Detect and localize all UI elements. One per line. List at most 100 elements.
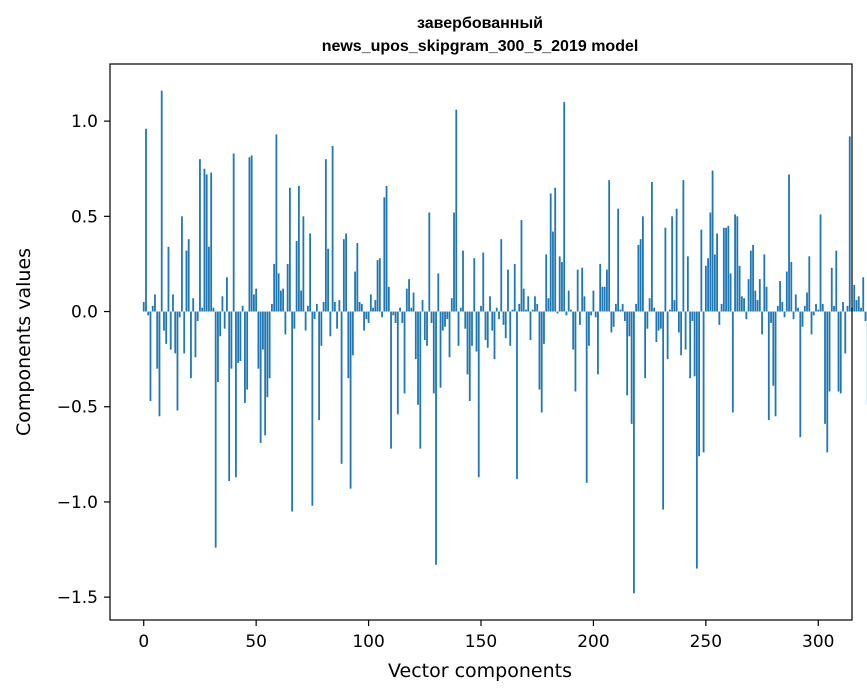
bar-component-248	[700, 229, 703, 312]
bar-component-43	[239, 311, 242, 362]
bar-component-197	[585, 311, 588, 483]
bar-component-98	[363, 311, 365, 331]
bar-component-317	[855, 300, 858, 312]
bar-component-238	[677, 311, 680, 333]
bar-component-243	[689, 311, 692, 379]
bar-component-24	[196, 311, 199, 322]
bar-component-66	[291, 311, 294, 512]
bar-component-206	[606, 269, 608, 312]
bar-component-51	[257, 311, 260, 369]
bar-component-313	[846, 305, 849, 312]
bar-component-242	[686, 256, 689, 312]
bar-component-29	[208, 246, 210, 312]
bar-component-37	[226, 277, 228, 312]
bar-component-255	[716, 233, 718, 312]
bar-component-299	[815, 303, 817, 312]
bar-component-52	[259, 311, 262, 443]
bar-component-73	[306, 305, 309, 312]
bar-component-168	[520, 220, 523, 312]
bar-component-264	[736, 216, 739, 312]
bar-component-47	[248, 157, 251, 312]
bar-component-249	[702, 311, 705, 453]
bar-component-278	[767, 311, 770, 421]
bar-component-120	[412, 292, 415, 312]
bar-component-212	[619, 309, 622, 312]
bar-component-121	[414, 311, 417, 360]
bar-component-187	[563, 102, 566, 312]
bar-component-84	[331, 145, 334, 312]
bar-component-82	[327, 248, 329, 312]
bar-component-282	[776, 305, 779, 312]
bar-component-13	[172, 294, 174, 312]
bar-component-293	[801, 311, 804, 327]
bar-component-159	[500, 239, 503, 312]
bar-component-129	[432, 311, 435, 394]
bar-component-163	[509, 311, 512, 346]
bar-component-220	[637, 244, 640, 312]
bar-component-219	[635, 303, 638, 312]
bar-component-298	[812, 311, 815, 316]
bar-component-76	[313, 311, 316, 320]
bar-component-253	[711, 170, 714, 312]
bar-component-312	[844, 311, 847, 354]
x-tick-label: 250	[690, 632, 722, 652]
bar-component-266	[740, 296, 743, 312]
bar-component-162	[507, 269, 509, 312]
bar-component-200	[592, 290, 595, 312]
bar-component-48	[250, 155, 253, 312]
bar-component-175	[536, 303, 539, 312]
bar-component-102	[372, 307, 374, 312]
bar-component-210	[615, 303, 617, 312]
bar-component-291	[797, 307, 799, 312]
bar-component-311	[842, 302, 844, 312]
bar-component-56	[268, 311, 271, 379]
bar-component-221	[639, 239, 642, 312]
bar-component-41	[235, 311, 237, 478]
bar-component-14	[174, 311, 177, 354]
bar-component-133	[441, 311, 444, 331]
bar-component-166	[516, 311, 518, 480]
bar-component-151	[482, 252, 485, 312]
bar-component-283	[779, 281, 781, 312]
bar-component-32	[214, 311, 217, 548]
bar-component-104	[376, 260, 379, 312]
bar-component-94	[354, 271, 356, 312]
bar-component-233	[666, 311, 669, 360]
x-tick-label: 300	[802, 632, 834, 652]
bar-component-269	[747, 279, 750, 312]
y-tick-label: −1.0	[57, 493, 98, 513]
bar-component-290	[794, 294, 797, 312]
bar-component-124	[421, 300, 424, 312]
bar-component-122	[417, 311, 419, 405]
bar-component-132	[439, 311, 442, 388]
bar-component-152	[484, 311, 487, 341]
bar-component-67	[293, 311, 296, 329]
bar-component-254	[713, 254, 716, 312]
bar-component-198	[588, 311, 590, 346]
bar-component-321	[864, 311, 867, 322]
bar-component-147	[473, 258, 476, 312]
bar-component-294	[803, 305, 806, 312]
bar-component-179	[545, 254, 548, 312]
bar-component-176	[538, 311, 541, 390]
x-axis-label: Vector components	[388, 660, 572, 682]
bar-component-95	[356, 242, 359, 312]
bar-component-30	[210, 172, 213, 312]
bar-component-33	[217, 311, 219, 382]
bar-component-15	[176, 311, 179, 411]
bar-component-305	[828, 311, 831, 392]
bar-component-58	[273, 263, 276, 312]
bar-component-232	[664, 227, 667, 312]
bar-component-257	[720, 303, 723, 312]
bar-component-40	[232, 153, 235, 312]
bar-component-11	[167, 246, 170, 312]
bar-component-22	[192, 298, 195, 312]
bar-component-99	[365, 311, 368, 320]
bar-component-287	[788, 174, 790, 312]
bar-component-216	[628, 311, 631, 337]
y-axis-label: Components values	[13, 248, 35, 436]
ticks-group: 0 50 100 150 200 250 300 −1.5 −1.0 −0.5 0.0 0.5 1.0	[57, 112, 835, 652]
bar-component-4	[151, 305, 154, 312]
bar-component-27	[203, 168, 206, 312]
bar-component-280	[772, 311, 775, 386]
